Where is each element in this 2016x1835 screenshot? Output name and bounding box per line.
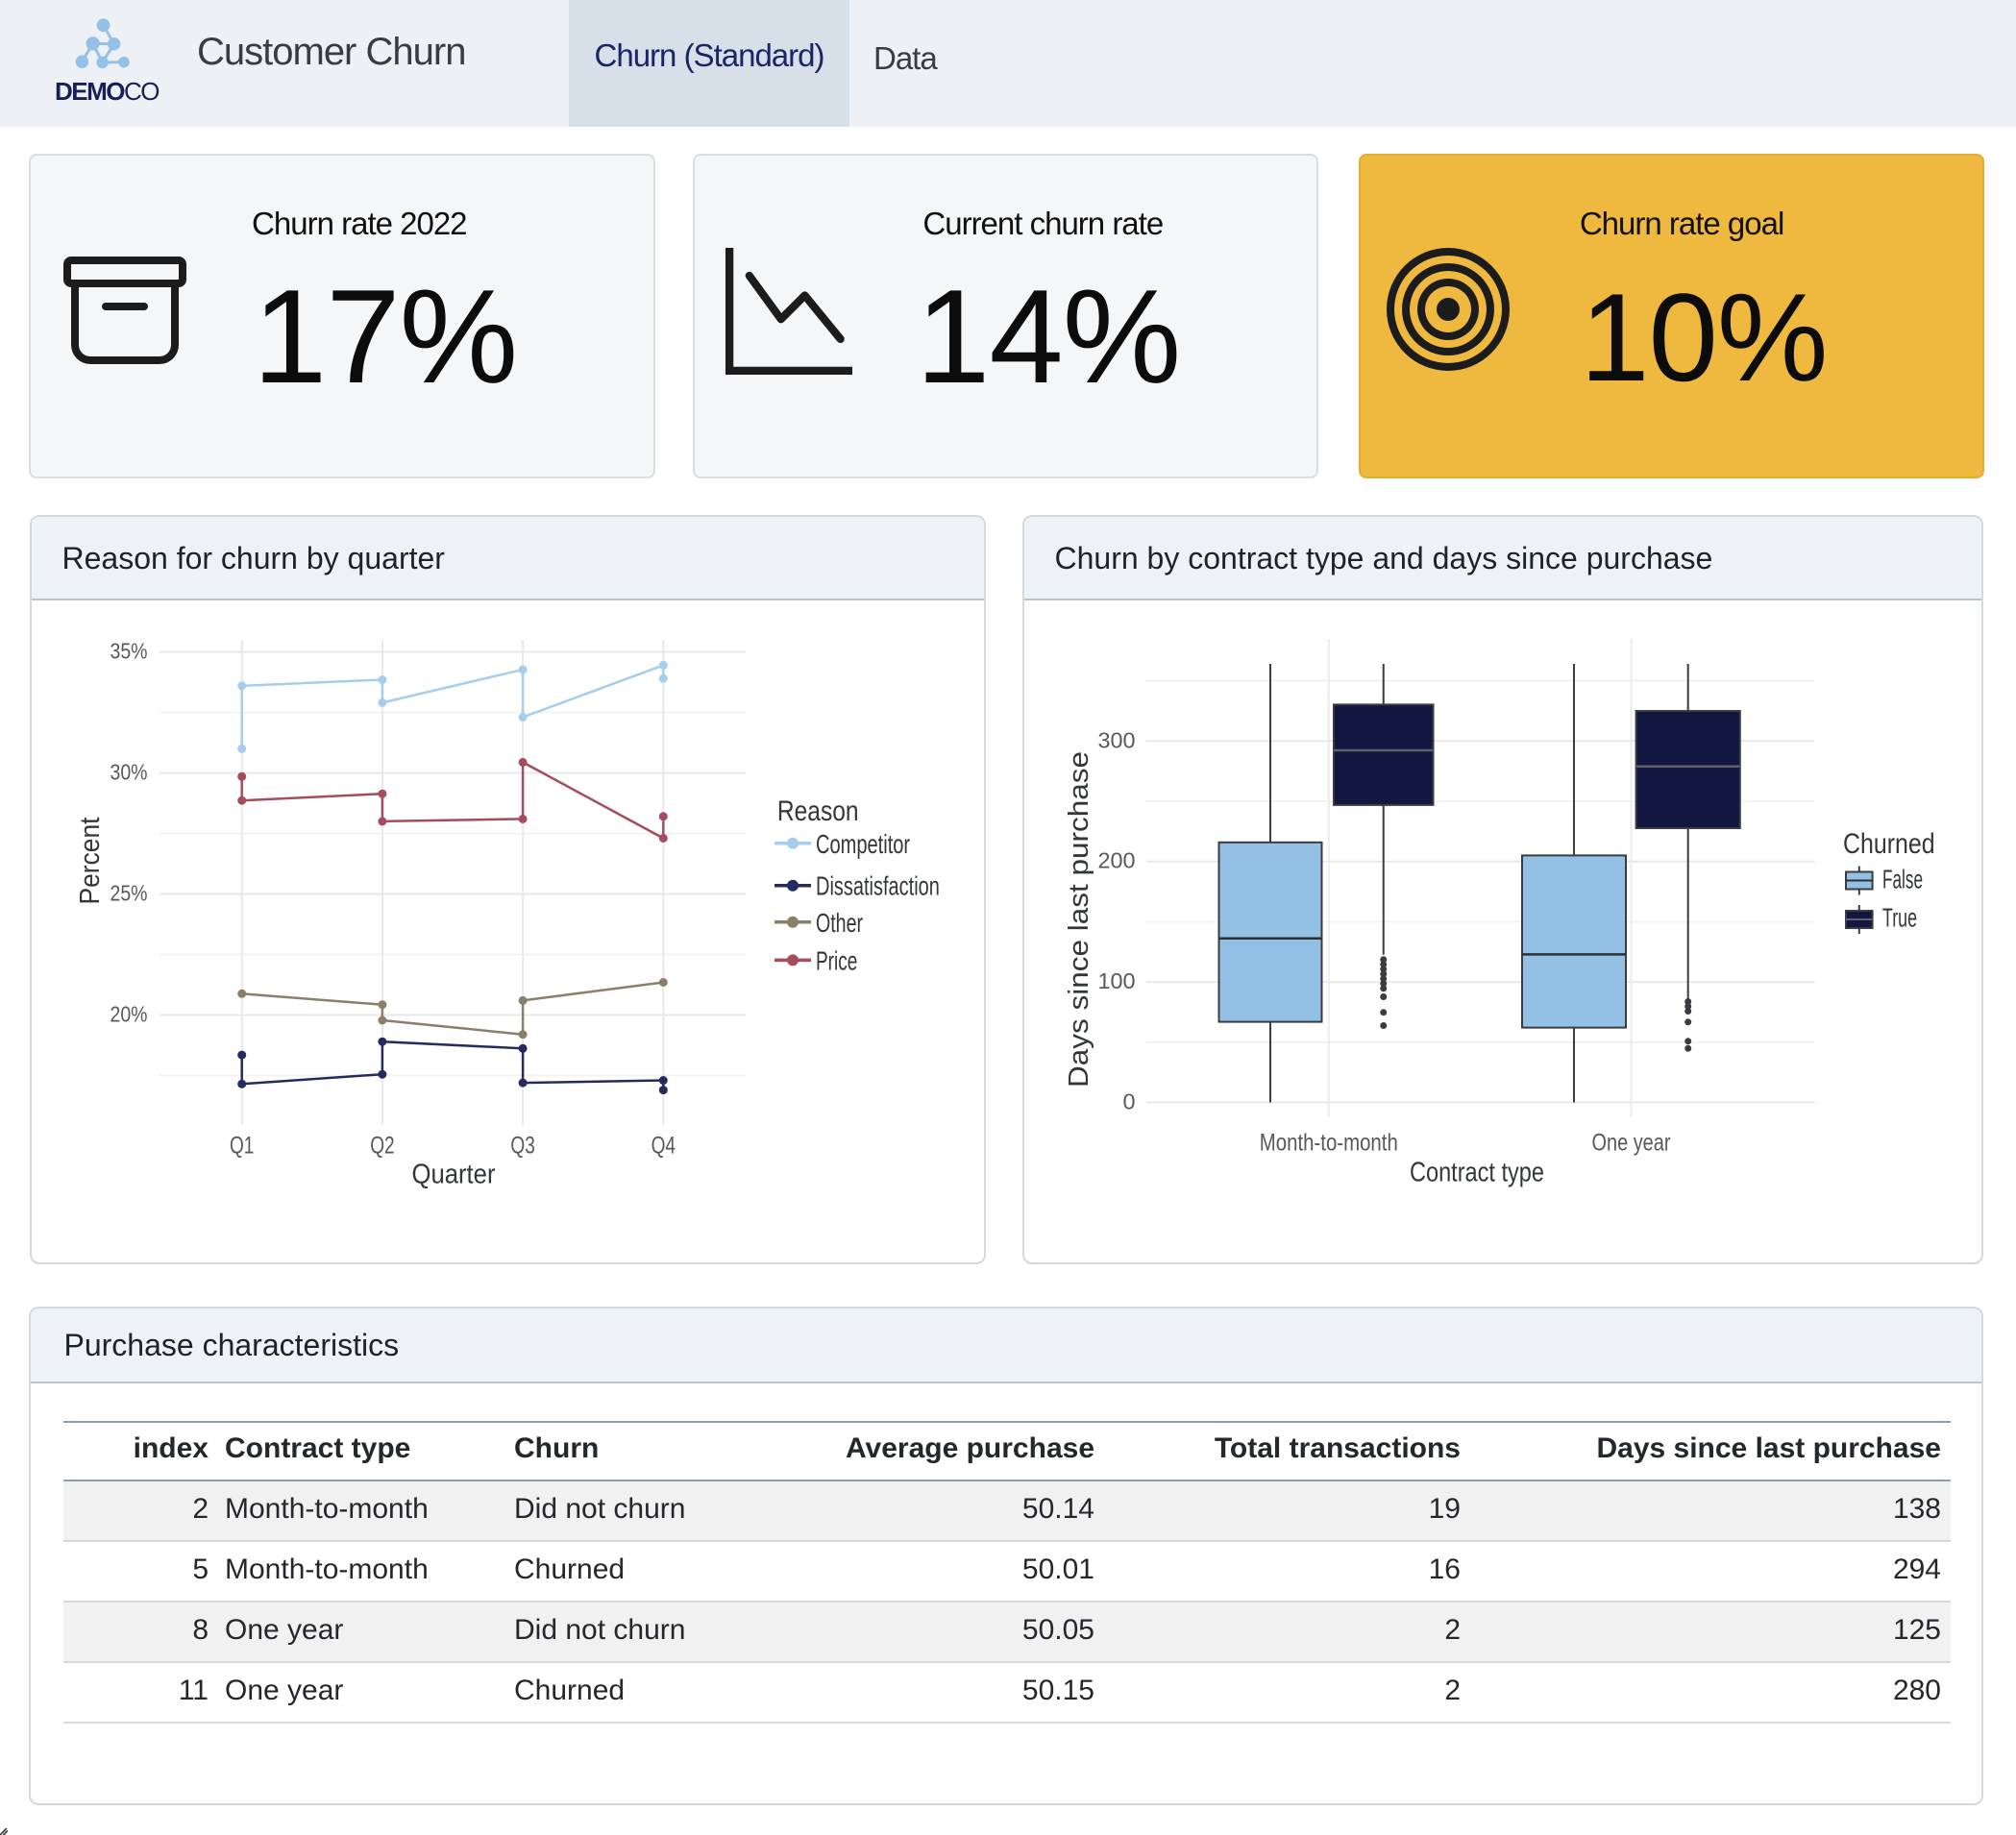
svg-text:Q1: Q1 xyxy=(230,1132,254,1159)
svg-text:One year: One year xyxy=(1592,1129,1671,1156)
svg-text:True: True xyxy=(1882,903,1917,933)
svg-text:Other: Other xyxy=(816,908,863,938)
svg-text:Month-to-month: Month-to-month xyxy=(1260,1129,1398,1156)
svg-text:Reason: Reason xyxy=(777,795,859,827)
svg-text:Percent: Percent xyxy=(75,818,106,905)
svg-text:300: 300 xyxy=(1098,727,1136,752)
svg-text:False: False xyxy=(1882,865,1923,894)
svg-text:100: 100 xyxy=(1098,968,1136,993)
svg-text:Q2: Q2 xyxy=(370,1132,394,1159)
svg-text:Price: Price xyxy=(816,945,857,975)
svg-text:Churned: Churned xyxy=(1843,828,1935,860)
svg-text:Days since last purchase: Days since last purchase xyxy=(1064,751,1094,1088)
svg-text:Q3: Q3 xyxy=(510,1132,534,1159)
svg-text:25%: 25% xyxy=(111,881,148,906)
svg-text:Competitor: Competitor xyxy=(816,829,910,859)
svg-text:35%: 35% xyxy=(111,639,148,664)
svg-text:Quarter: Quarter xyxy=(412,1159,496,1189)
svg-text:0: 0 xyxy=(1123,1089,1136,1114)
svg-text:Q4: Q4 xyxy=(652,1132,676,1159)
svg-text:30%: 30% xyxy=(111,760,148,785)
svg-text:20%: 20% xyxy=(111,1002,148,1027)
svg-text:Contract type: Contract type xyxy=(1410,1157,1544,1187)
svg-text:200: 200 xyxy=(1098,848,1136,873)
svg-text:Dissatisfaction: Dissatisfaction xyxy=(816,871,940,901)
